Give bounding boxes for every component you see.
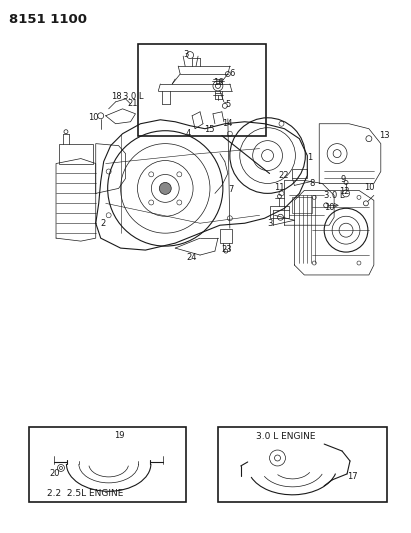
Text: 14: 14 [222,119,232,128]
Bar [292,197,312,213]
Text: 16: 16 [213,78,224,87]
Bar [139,44,266,136]
Bar [59,144,93,164]
Text: 22: 22 [279,171,289,180]
Bar [218,427,387,502]
Text: 10: 10 [364,183,374,192]
Text: 20: 20 [49,470,60,479]
Text: 3.0 L: 3.0 L [324,191,345,200]
Text: 3: 3 [268,219,273,228]
Text: 3.0 L: 3.0 L [122,92,143,101]
Bar [292,168,307,179]
Text: 11: 11 [275,183,285,192]
Text: 9: 9 [340,175,345,184]
Text: 3.0 L ENGINE: 3.0 L ENGINE [256,432,315,441]
Text: 4: 4 [185,129,190,138]
Text: 17: 17 [347,472,358,481]
Text: 24: 24 [186,253,196,262]
Text: 12: 12 [339,187,350,196]
Text: 5: 5 [226,100,231,109]
Circle shape [159,182,171,195]
Text: 19: 19 [113,431,124,440]
Text: 8: 8 [309,179,315,188]
Text: 6: 6 [230,69,235,77]
Bar [220,229,232,243]
Text: 3: 3 [183,50,189,59]
Bar [29,427,186,502]
Text: 2.2  2.5L ENGINE: 2.2 2.5L ENGINE [47,489,123,498]
Text: 1: 1 [307,153,312,162]
Text: 7: 7 [228,185,233,194]
Text: 15: 15 [204,125,215,134]
Text: 23: 23 [222,245,233,254]
Text: 13: 13 [379,131,390,140]
Text: 8151 1100: 8151 1100 [9,13,87,26]
Text: 18: 18 [111,92,121,101]
Bar [270,206,289,218]
Text: 21: 21 [127,99,138,108]
Text: 10: 10 [324,203,335,212]
Text: 2: 2 [101,219,106,228]
Text: 10: 10 [88,114,98,122]
